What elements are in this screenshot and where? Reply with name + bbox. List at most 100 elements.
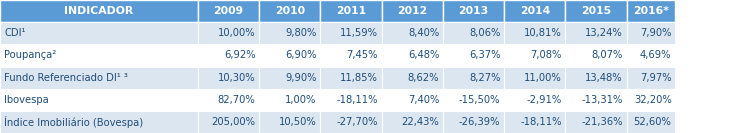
Text: CDI¹: CDI¹ [4,28,26,38]
Bar [504,0,565,22]
Bar [504,66,565,89]
Bar [627,111,675,133]
Bar [382,22,443,44]
Text: 4,69%: 4,69% [640,50,672,60]
Text: 9,90%: 9,90% [285,73,317,83]
Bar [504,44,565,66]
Bar [0,111,198,133]
Text: 10,81%: 10,81% [524,28,562,38]
Text: 7,40%: 7,40% [408,95,439,105]
Text: 2011: 2011 [336,6,366,16]
Bar [198,66,259,89]
Bar [0,66,198,89]
Text: -15,50%: -15,50% [459,95,500,105]
Bar [259,0,320,22]
Bar [504,22,565,44]
Text: Fundo Referenciado DI¹ ³: Fundo Referenciado DI¹ ³ [4,73,128,83]
Text: 13,24%: 13,24% [585,28,623,38]
Bar [320,111,382,133]
Text: 6,90%: 6,90% [285,50,317,60]
Text: 6,92%: 6,92% [224,50,255,60]
Text: 10,50%: 10,50% [279,117,317,127]
Bar [259,44,320,66]
Text: 2016*: 2016* [633,6,669,16]
Bar [443,0,504,22]
Text: 8,40%: 8,40% [408,28,439,38]
Bar [382,44,443,66]
Text: -18,11%: -18,11% [520,117,562,127]
Text: 205,00%: 205,00% [211,117,255,127]
Bar [198,22,259,44]
Bar [259,89,320,111]
Text: 6,48%: 6,48% [408,50,439,60]
Text: 32,20%: 32,20% [633,95,672,105]
Text: 1,00%: 1,00% [285,95,317,105]
Bar [0,0,198,22]
Bar [504,111,565,133]
Text: 8,06%: 8,06% [469,28,500,38]
Bar [198,111,259,133]
Text: 8,62%: 8,62% [408,73,439,83]
Bar [320,89,382,111]
Bar [565,89,627,111]
Bar [504,89,565,111]
Text: 7,97%: 7,97% [640,73,672,83]
Text: 8,07%: 8,07% [592,50,623,60]
Text: 7,08%: 7,08% [530,50,562,60]
Bar [627,0,675,22]
Bar [259,66,320,89]
Text: -27,70%: -27,70% [336,117,378,127]
Text: INDICADOR: INDICADOR [64,6,134,16]
Text: 9,80%: 9,80% [285,28,317,38]
Text: -2,91%: -2,91% [527,95,562,105]
Text: -13,31%: -13,31% [582,95,623,105]
Text: 22,43%: 22,43% [401,117,439,127]
Bar [198,89,259,111]
Text: 10,00%: 10,00% [218,28,255,38]
Bar [443,66,504,89]
Text: -18,11%: -18,11% [336,95,378,105]
Text: 8,27%: 8,27% [469,73,500,83]
Text: 11,59%: 11,59% [340,28,378,38]
Text: Ibovespa: Ibovespa [4,95,49,105]
Text: Poupança²: Poupança² [4,50,57,60]
Text: -21,36%: -21,36% [581,117,623,127]
Bar [443,22,504,44]
Text: 6,37%: 6,37% [469,50,500,60]
Bar [627,89,675,111]
Bar [259,111,320,133]
Bar [565,66,627,89]
Bar [382,89,443,111]
Text: 10,30%: 10,30% [218,73,255,83]
Text: -26,39%: -26,39% [459,117,500,127]
Bar [320,22,382,44]
Text: 52,60%: 52,60% [633,117,672,127]
Bar [259,22,320,44]
Bar [320,0,382,22]
Text: Índice Imobiliário (Bovespa): Índice Imobiliário (Bovespa) [4,116,143,128]
Text: 11,00%: 11,00% [524,73,562,83]
Bar [320,44,382,66]
Bar [565,111,627,133]
Text: 7,90%: 7,90% [640,28,672,38]
Bar [565,22,627,44]
Text: 2015: 2015 [581,6,611,16]
Bar [627,66,675,89]
Text: 7,45%: 7,45% [347,50,378,60]
Bar [443,89,504,111]
Bar [198,0,259,22]
Bar [0,89,198,111]
Bar [382,0,443,22]
Text: 2014: 2014 [520,6,550,16]
Text: 2013: 2013 [459,6,489,16]
Bar [443,44,504,66]
Text: 11,85%: 11,85% [340,73,378,83]
Bar [198,44,259,66]
Bar [320,66,382,89]
Bar [565,0,627,22]
Bar [382,66,443,89]
Text: 13,48%: 13,48% [586,73,623,83]
Bar [627,44,675,66]
Text: 2012: 2012 [397,6,427,16]
Text: 82,70%: 82,70% [217,95,255,105]
